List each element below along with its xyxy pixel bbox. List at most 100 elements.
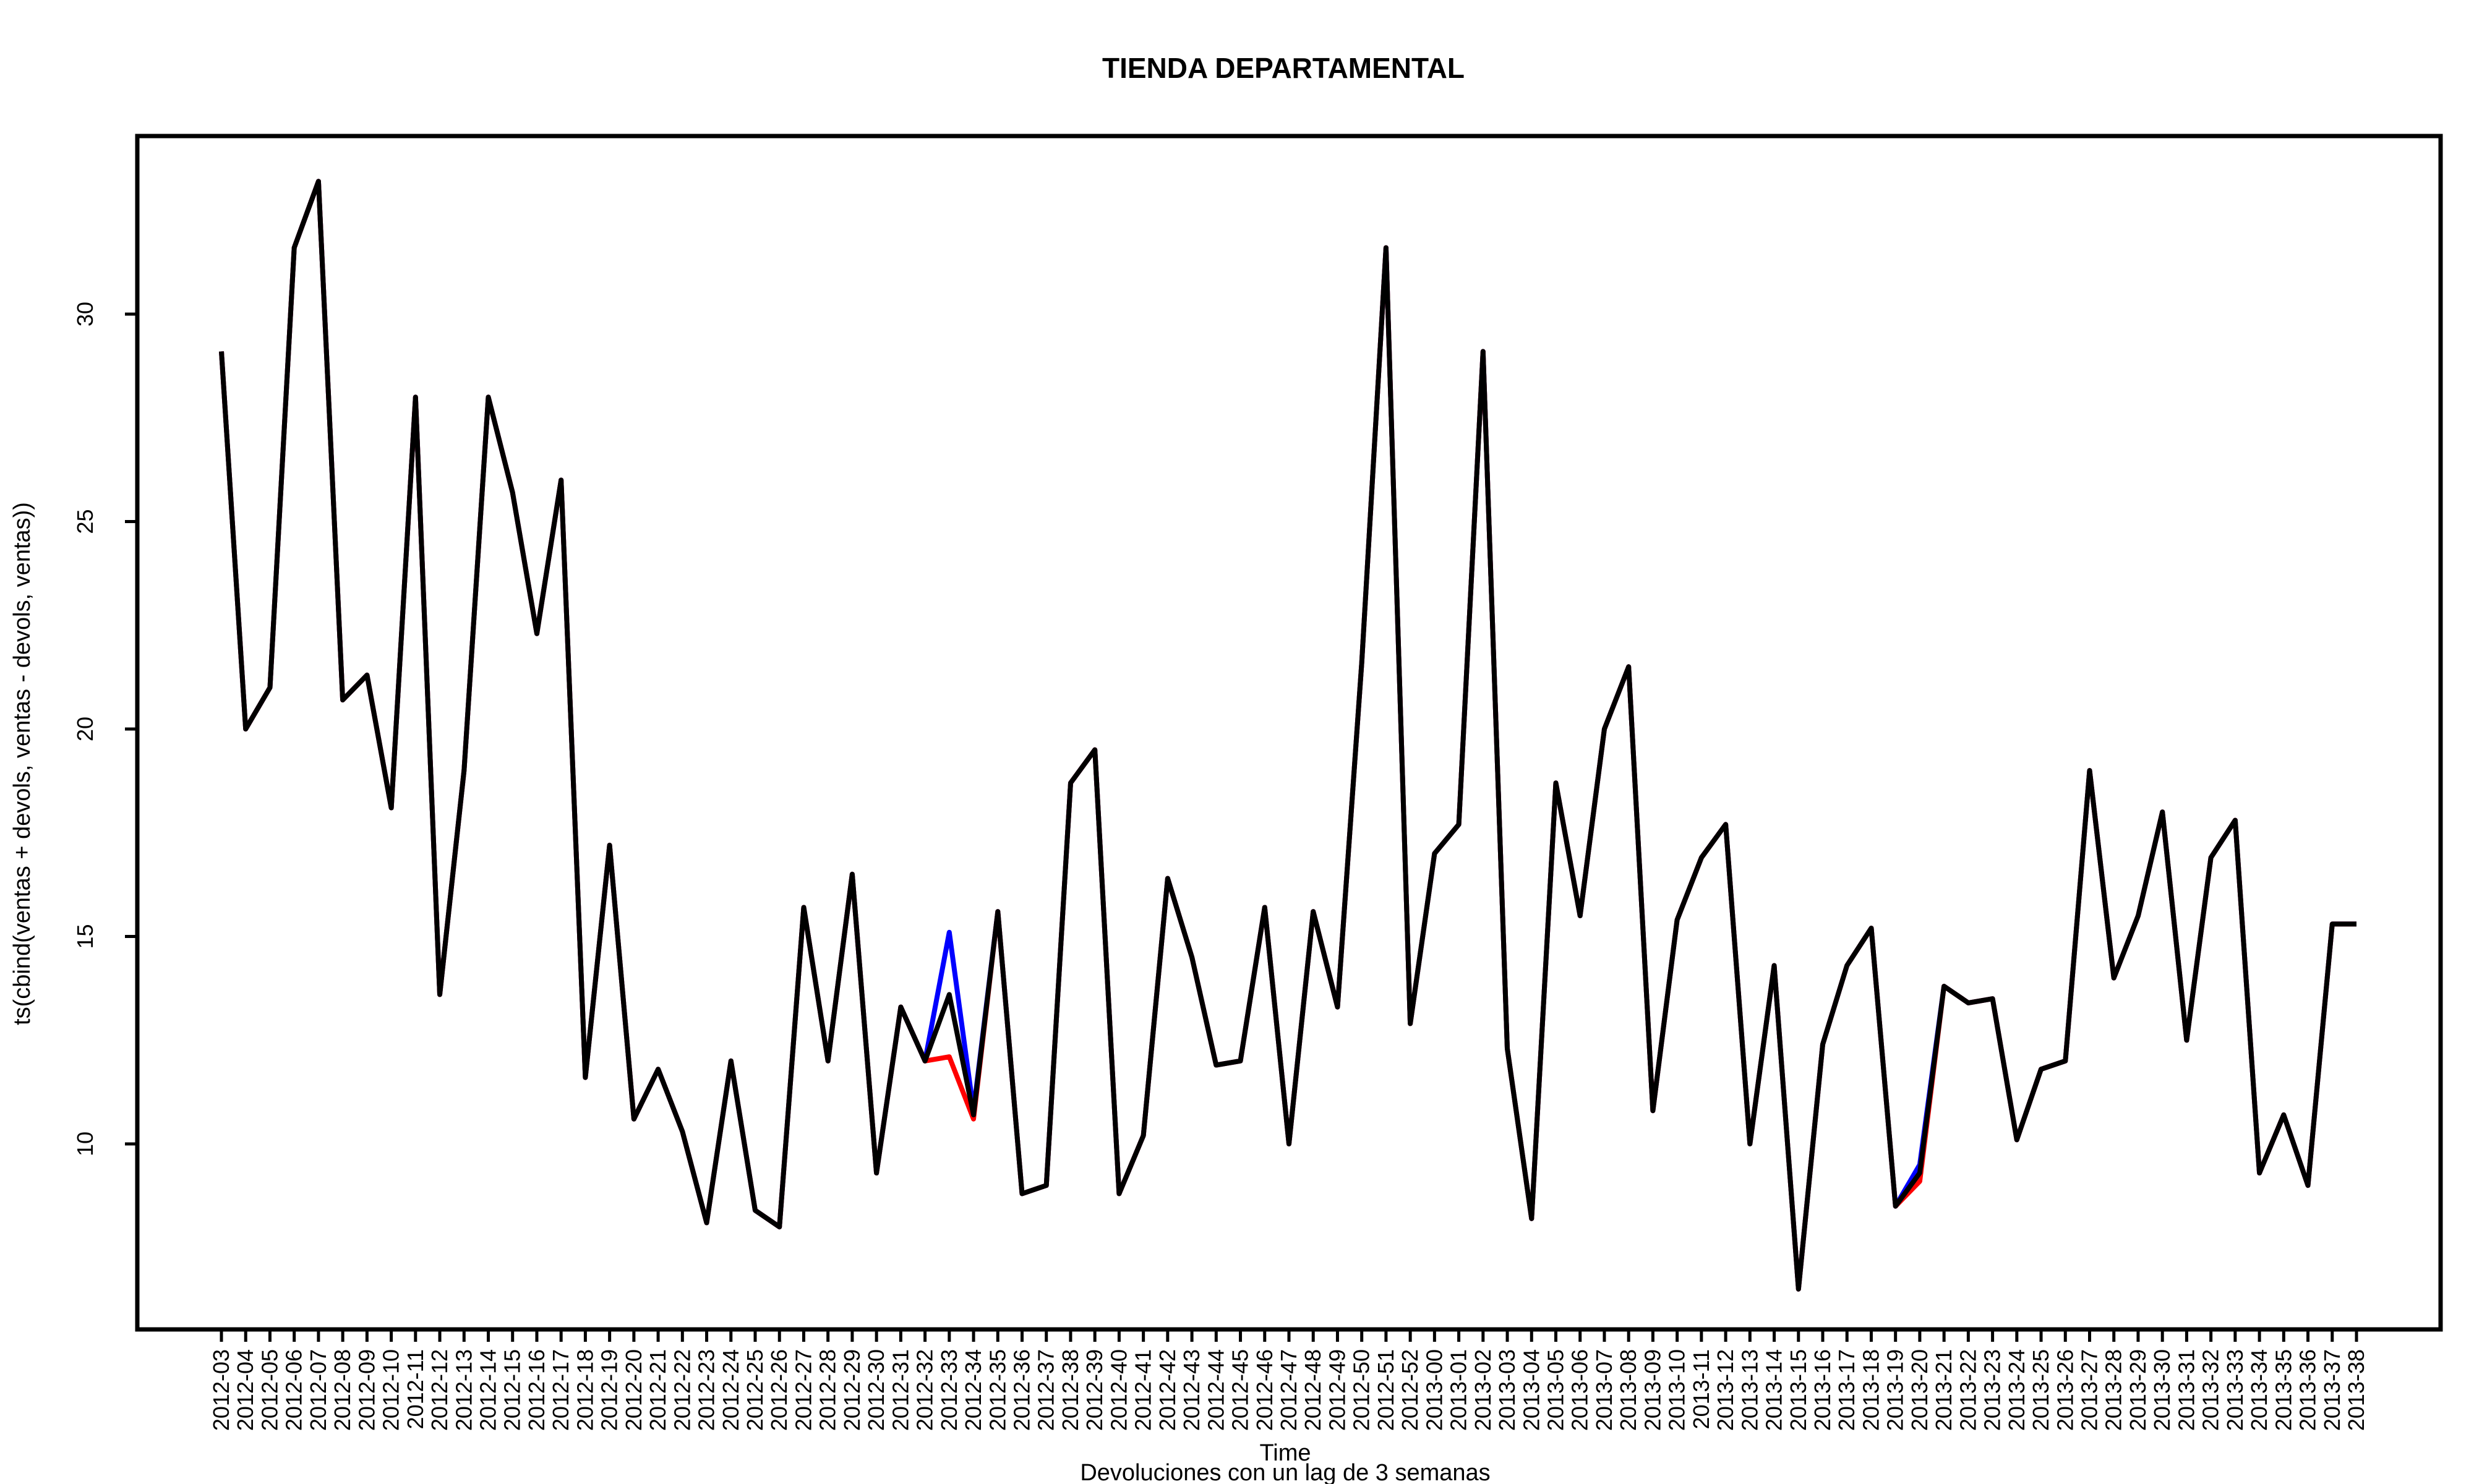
x-tick-label: 2013-37 [2319, 1349, 2345, 1431]
y-tick-label: 20 [72, 717, 98, 741]
y-axis-label: ts(cbind(ventas + devols, ventas - devol… [9, 502, 35, 1025]
x-tick-label: 2013-32 [2198, 1349, 2224, 1431]
x-tick-label: 2012-08 [330, 1349, 355, 1431]
x-tick-label: 2013-33 [2222, 1349, 2248, 1431]
x-tick-label: 2012-24 [718, 1349, 743, 1431]
x-tick-label: 2013-25 [2028, 1349, 2053, 1431]
x-tick-label: 2013-26 [2052, 1349, 2078, 1431]
x-tick-label: 2013-11 [1689, 1349, 1714, 1429]
x-tick-label: 2012-38 [1058, 1349, 1083, 1431]
x-tick-label: 2013-28 [2101, 1349, 2126, 1431]
x-tick-label: 2012-25 [742, 1349, 768, 1431]
x-tick-label: 2013-30 [2149, 1349, 2175, 1431]
x-tick-label: 2012-23 [694, 1349, 719, 1431]
x-tick-label: 2012-44 [1203, 1349, 1228, 1431]
x-tick-label: 2013-15 [1786, 1349, 1811, 1431]
x-tick-label: 2012-33 [936, 1349, 962, 1431]
x-tick-label: 2012-20 [621, 1349, 646, 1431]
chart-subtitle: Devoluciones con un lag de 3 semanas [1080, 1460, 1490, 1484]
x-tick-label: 2012-52 [1397, 1349, 1423, 1431]
x-tick-label: 2012-48 [1300, 1349, 1325, 1431]
x-tick-label: 2012-29 [839, 1349, 865, 1431]
x-tick-label: 2013-29 [2125, 1349, 2151, 1431]
x-axis: 2012-032012-042012-052012-062012-072012-… [208, 1329, 2369, 1431]
x-tick-label: 2013-02 [1470, 1349, 1496, 1431]
x-tick-label: 2013-14 [1761, 1349, 1787, 1431]
x-tick-label: 2012-28 [815, 1349, 841, 1431]
x-tick-label: 2012-41 [1131, 1349, 1156, 1431]
x-tick-label: 2013-20 [1907, 1349, 1932, 1431]
x-tick-label: 2012-10 [379, 1349, 404, 1431]
x-tick-label: 2012-15 [500, 1349, 525, 1431]
x-tick-label: 2012-16 [524, 1349, 549, 1431]
x-tick-label: 2012-03 [208, 1349, 234, 1431]
x-tick-label: 2013-07 [1591, 1349, 1617, 1431]
x-tick-label: 2013-36 [2295, 1349, 2321, 1431]
x-tick-label: 2012-04 [233, 1349, 258, 1431]
x-tick-label: 2012-40 [1106, 1349, 1131, 1431]
x-tick-label: 2013-27 [2077, 1349, 2102, 1431]
x-tick-label: 2012-43 [1179, 1349, 1204, 1431]
x-tick-label: 2013-21 [1931, 1349, 1956, 1431]
x-tick-label: 2012-39 [1082, 1349, 1107, 1431]
x-tick-label: 2013-13 [1737, 1349, 1762, 1431]
y-tick-label: 25 [72, 509, 98, 534]
x-tick-label: 2012-34 [961, 1349, 986, 1431]
x-tick-label: 2012-06 [281, 1349, 307, 1431]
x-tick-label: 2012-30 [863, 1349, 889, 1431]
x-tick-label: 2012-26 [766, 1349, 792, 1431]
x-tick-label: 2013-08 [1616, 1349, 1641, 1431]
series-line-3 [219, 179, 2356, 1292]
x-tick-label: 2013-19 [1883, 1349, 1908, 1431]
x-tick-label: 2012-18 [572, 1349, 597, 1431]
series-group [219, 179, 2356, 1292]
x-tick-label: 2013-31 [2173, 1349, 2199, 1431]
y-tick-label: 30 [72, 302, 98, 326]
x-tick-label: 2012-14 [476, 1349, 501, 1431]
x-tick-label: 2012-45 [1228, 1349, 1253, 1431]
x-tick-label: 2012-07 [306, 1349, 331, 1431]
x-tick-label: 2013-10 [1664, 1349, 1690, 1431]
y-axis: 10 15 20 25 30 [72, 302, 137, 1156]
x-tick-label: 2013-09 [1640, 1349, 1665, 1431]
x-tick-label: 2013-38 [2343, 1349, 2369, 1431]
x-tick-label: 2013-17 [1834, 1349, 1859, 1431]
x-tick-label: 2013-18 [1858, 1349, 1883, 1431]
x-tick-label: 2012-50 [1349, 1349, 1374, 1431]
x-tick-label: 2013-05 [1543, 1349, 1569, 1431]
plot-frame [135, 134, 2443, 1332]
x-tick-label: 2012-35 [985, 1349, 1010, 1431]
x-tick-label: 2013-35 [2271, 1349, 2296, 1431]
x-tick-label: 2012-17 [548, 1349, 573, 1431]
x-tick-label: 2013-00 [1421, 1349, 1447, 1431]
x-tick-label: 2013-24 [2004, 1349, 2029, 1431]
x-tick-label: 2012-27 [790, 1349, 816, 1431]
x-tick-label: 2012-42 [1155, 1349, 1180, 1431]
x-tick-label: 2012-22 [669, 1349, 695, 1431]
x-tick-label: 2012-05 [257, 1349, 282, 1431]
x-axis-label: Time [1259, 1440, 1311, 1466]
x-tick-label: 2013-22 [1955, 1349, 1980, 1431]
x-tick-label: 2012-47 [1276, 1349, 1301, 1431]
x-tick-label: 2012-49 [1324, 1349, 1350, 1431]
x-tick-label: 2013-06 [1567, 1349, 1593, 1431]
x-tick-label: 2012-32 [912, 1349, 938, 1431]
x-tick-label: 2013-16 [1810, 1349, 1835, 1431]
x-tick-label: 2012-46 [1252, 1349, 1277, 1431]
x-tick-label: 2012-19 [597, 1349, 622, 1431]
x-tick-label: 2012-12 [427, 1349, 452, 1431]
y-tick-label: 15 [72, 924, 98, 949]
x-tick-label: 2012-51 [1373, 1349, 1398, 1431]
x-tick-label: 2012-37 [1034, 1349, 1059, 1431]
x-tick-label: 2013-04 [1518, 1349, 1544, 1431]
x-tick-label: 2013-23 [1980, 1349, 2005, 1431]
x-tick-label: 2012-31 [888, 1349, 913, 1431]
x-tick-label: 2012-21 [645, 1349, 670, 1431]
x-tick-label: 2012-09 [354, 1349, 379, 1431]
chart-title: TIENDA DEPARTAMENTAL [1102, 52, 1465, 84]
x-tick-label: 2013-01 [1446, 1349, 1471, 1431]
x-tick-label: 2013-34 [2246, 1349, 2272, 1431]
y-tick-label: 10 [72, 1132, 98, 1156]
x-tick-label: 2013-12 [1713, 1349, 1738, 1431]
